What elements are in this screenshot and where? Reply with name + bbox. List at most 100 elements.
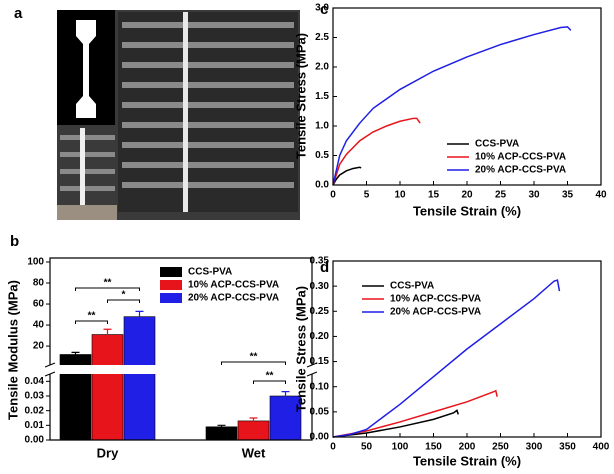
x-tick-label: 25	[495, 190, 507, 201]
y-tick-label: 1.5	[315, 91, 329, 102]
significance-bracket	[75, 287, 140, 291]
legend-label: 20% ACP-CCS-PVA	[188, 293, 279, 304]
y-tick-label: 20	[33, 341, 45, 352]
y-tick-label: 0.01	[25, 420, 45, 431]
plot-frame	[49, 257, 313, 441]
y-tick-label: 0.04	[25, 376, 45, 387]
legend-label: 10% ACP-CCS-PVA	[188, 280, 279, 291]
y-tick-label: 0.10	[310, 381, 330, 392]
panel-label: a	[14, 5, 23, 22]
y-tick-label: 0.20	[310, 331, 330, 342]
y-tick-label: 0.00	[310, 432, 330, 443]
y-tick-label: 80	[33, 278, 45, 289]
x-tick-label: 0	[330, 442, 336, 453]
x-axis-title: Tensile Strain (%)	[413, 203, 521, 218]
line-series	[332, 26, 572, 186]
legend-label: 20% ACP-CCS-PVA	[390, 307, 481, 318]
x-tick-label: Dry	[97, 445, 119, 460]
specimen	[80, 128, 85, 206]
y-tick-label: 0.05	[310, 406, 330, 417]
legend-swatch	[160, 293, 182, 303]
error-bar	[249, 417, 258, 425]
bar	[269, 395, 302, 441]
significance-label: **	[88, 311, 96, 322]
x-tick-label: 5	[364, 190, 370, 201]
significance-bracket	[221, 361, 286, 365]
grip-stripes	[60, 22, 294, 191]
legend-label: CCS-PVA	[390, 281, 434, 292]
error-bar	[281, 391, 290, 401]
line-series	[332, 279, 561, 438]
bar	[91, 334, 124, 441]
y-tick-label: 2.5	[315, 32, 329, 43]
significance-label: **	[250, 352, 258, 363]
clamp	[57, 205, 117, 220]
x-tick-label: 50	[361, 442, 373, 453]
x-tick-label: 30	[528, 190, 540, 201]
significance-label: **	[266, 371, 274, 382]
x-tick-label: 100	[392, 442, 409, 453]
bar	[123, 316, 156, 441]
x-tick-label: 200	[459, 442, 476, 453]
y-axis-title: Tensile Modulus (MPa)	[5, 280, 20, 420]
x-tick-label: 250	[492, 442, 509, 453]
dogbone	[76, 20, 96, 118]
significance-bracket	[107, 299, 140, 303]
y-tick-label: 0.5	[315, 150, 329, 161]
y-tick-label: 40	[33, 320, 45, 331]
y-tick-label: 2.0	[315, 62, 329, 73]
y-axis-title: Tensile Stress (MPa)	[293, 286, 308, 412]
line-series	[332, 409, 460, 438]
legend-swatch	[160, 280, 182, 290]
y-axis-title: Tensile Stress (MPa)	[293, 33, 308, 159]
specimen	[183, 12, 188, 212]
x-tick-label: 20	[461, 190, 473, 201]
error-bar	[217, 424, 226, 429]
error-bar	[71, 351, 80, 358]
significance-label: *	[122, 290, 126, 301]
x-tick-label: 15	[428, 190, 440, 201]
y-tick-label: 3.0	[315, 3, 329, 14]
x-tick-label: 300	[526, 442, 543, 453]
photo: a	[14, 5, 300, 220]
legend-label: 10% ACP-CCS-PVA	[475, 152, 566, 163]
panel-label: c	[320, 1, 328, 18]
panel-label: d	[320, 259, 329, 276]
y-tick-label: 0.02	[25, 405, 45, 416]
x-tick-label: 40	[595, 190, 607, 201]
significance-bracket	[75, 320, 108, 324]
y-tick-label: 0.00	[25, 435, 45, 446]
axis-break	[42, 365, 320, 374]
line-series	[332, 117, 421, 186]
line-series	[332, 166, 362, 186]
y-tick-label: 60	[33, 299, 45, 310]
legend-swatch	[160, 267, 182, 277]
significance-label: **	[104, 278, 112, 289]
line-series	[332, 389, 498, 438]
x-tick-label: 400	[593, 442, 610, 453]
y-tick-label: 100	[27, 257, 44, 268]
x-tick-label: 0	[330, 190, 336, 201]
x-axis-title: Tensile Strain (%)	[413, 453, 521, 468]
y-tick-label: 1.0	[315, 121, 329, 132]
x-tick-label: 10	[394, 190, 406, 201]
y-tick-label: 0.0	[315, 180, 329, 191]
x-tick-label: 350	[559, 442, 576, 453]
legend-label: CCS-PVA	[188, 267, 232, 278]
legend-label: 10% ACP-CCS-PVA	[390, 294, 481, 305]
legend-label: 20% ACP-CCS-PVA	[475, 165, 566, 176]
x-tick-label: Wet	[242, 445, 266, 460]
y-tick-label: 0.35	[310, 256, 330, 267]
y-tick-label: 0.15	[310, 356, 330, 367]
legend-label: CCS-PVA	[475, 139, 519, 150]
x-tick-label: 35	[562, 190, 574, 201]
break-mark	[44, 362, 318, 377]
y-tick-label: 0.30	[310, 281, 330, 292]
panel-label: b	[10, 233, 19, 250]
y-tick-label: 0.25	[310, 306, 330, 317]
significance-bracket	[253, 380, 286, 384]
y-tick-label: 0.03	[25, 391, 45, 402]
x-tick-label: 150	[425, 442, 442, 453]
error-bar	[135, 310, 144, 323]
